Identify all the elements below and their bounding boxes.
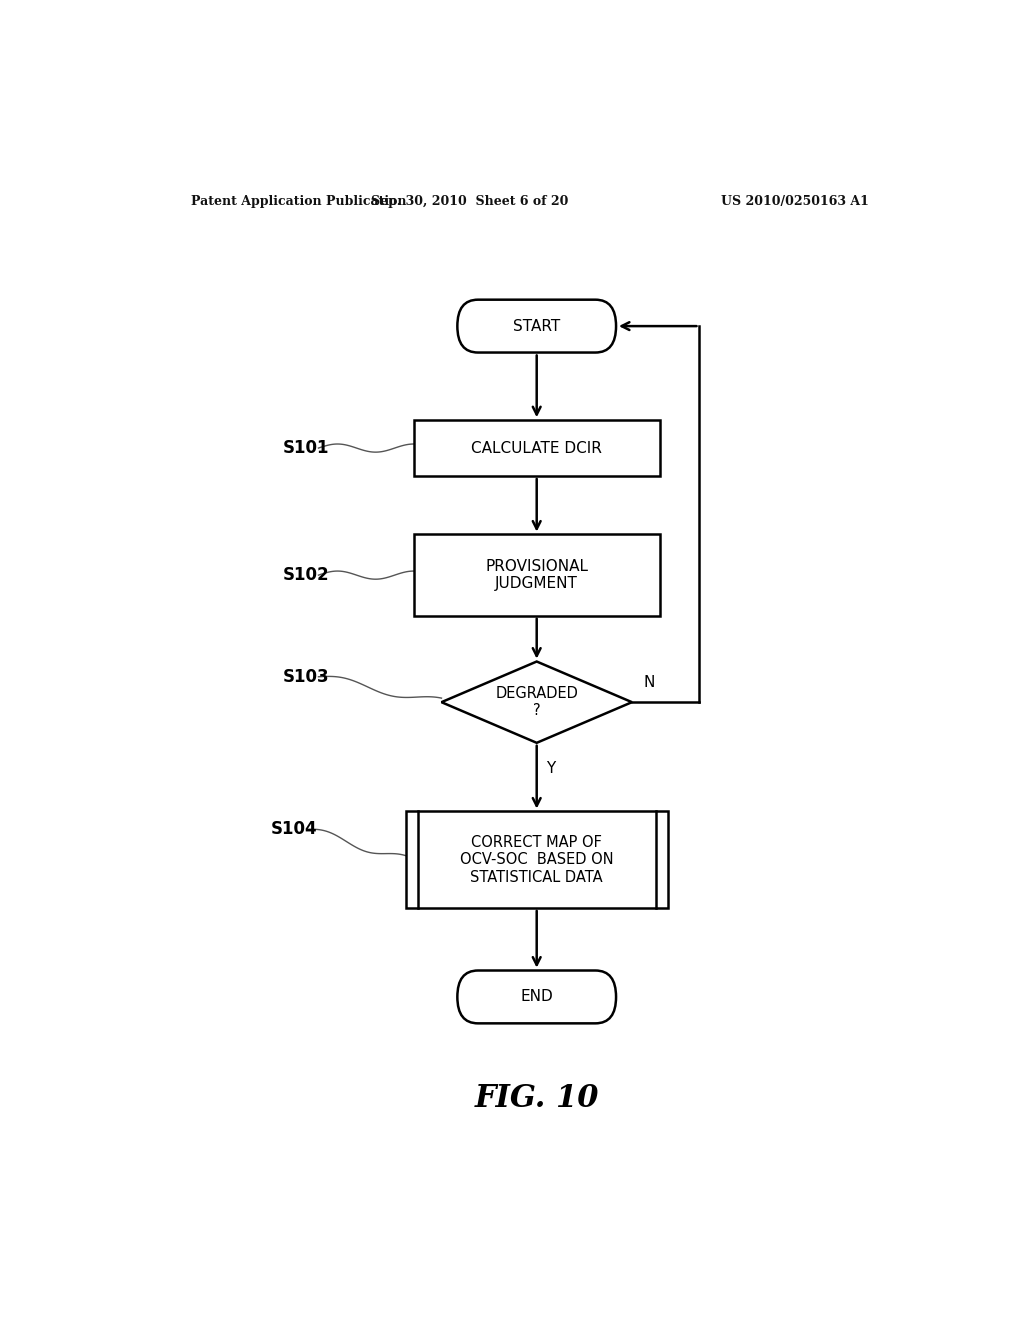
Polygon shape: [441, 661, 632, 743]
Text: END: END: [520, 990, 553, 1005]
Text: PROVISIONAL
JUDGMENT: PROVISIONAL JUDGMENT: [485, 558, 588, 591]
Text: CALCULATE DCIR: CALCULATE DCIR: [471, 441, 602, 455]
Bar: [406, 812, 668, 908]
Text: CORRECT MAP OF
OCV-SOC  BASED ON
STATISTICAL DATA: CORRECT MAP OF OCV-SOC BASED ON STATISTI…: [460, 834, 613, 884]
FancyBboxPatch shape: [458, 970, 616, 1023]
Text: S104: S104: [270, 820, 317, 838]
Text: FIG. 10: FIG. 10: [474, 1084, 599, 1114]
Text: S101: S101: [283, 440, 330, 457]
Text: S103: S103: [283, 668, 330, 686]
Text: N: N: [644, 675, 655, 690]
Text: US 2010/0250163 A1: US 2010/0250163 A1: [721, 195, 868, 209]
Text: DEGRADED
?: DEGRADED ?: [496, 686, 579, 718]
FancyBboxPatch shape: [458, 300, 616, 352]
Bar: [414, 535, 659, 616]
Text: Y: Y: [546, 762, 555, 776]
Text: START: START: [513, 318, 560, 334]
Text: S102: S102: [283, 566, 330, 585]
Text: Sep. 30, 2010  Sheet 6 of 20: Sep. 30, 2010 Sheet 6 of 20: [371, 195, 568, 209]
Bar: [414, 420, 659, 477]
Text: Patent Application Publication: Patent Application Publication: [191, 195, 407, 209]
